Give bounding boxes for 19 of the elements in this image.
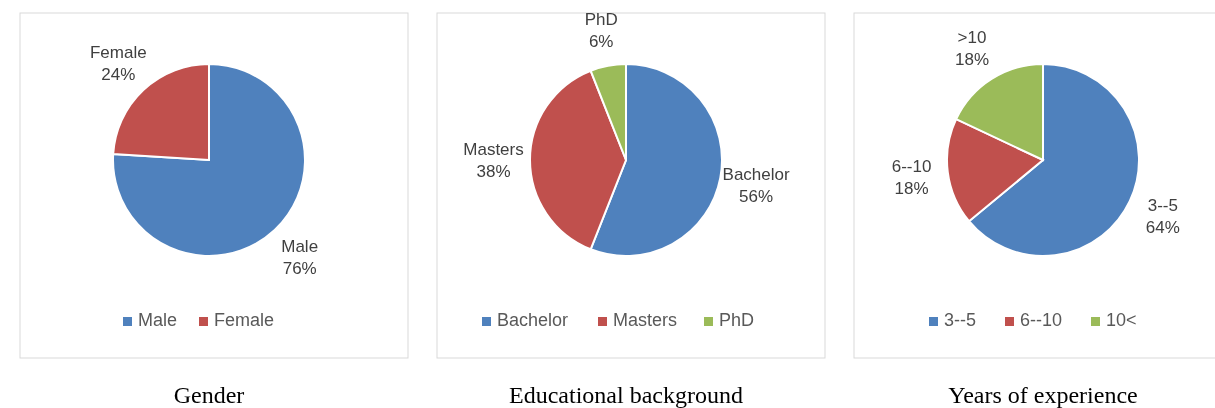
data-label: >10 18% (955, 28, 990, 70)
text: Years of experience (948, 382, 1138, 408)
data-label: Masters 38% (463, 140, 524, 181)
legend-label: Bachelor (497, 310, 569, 330)
legend-label: Masters (613, 310, 678, 330)
legend-label: 10< (1106, 310, 1137, 330)
legend-label: Male (138, 310, 178, 330)
data-label: PhD 6% (584, 9, 618, 51)
legend-label: 6--10 (1020, 310, 1063, 330)
data-label: Female 24% (89, 43, 147, 85)
data-label: Bachelor 56% (722, 164, 791, 206)
data-label: Male 76% (281, 236, 319, 278)
legend-label: PhD (719, 310, 755, 330)
text: Gender (173, 382, 245, 408)
data-label: 6--10 18% (891, 156, 932, 198)
legend-label: Female (214, 310, 275, 330)
text: Educational background (509, 382, 743, 408)
data-label: 3--5 64% (1145, 196, 1180, 238)
legend-label: 3--5 (944, 310, 977, 330)
